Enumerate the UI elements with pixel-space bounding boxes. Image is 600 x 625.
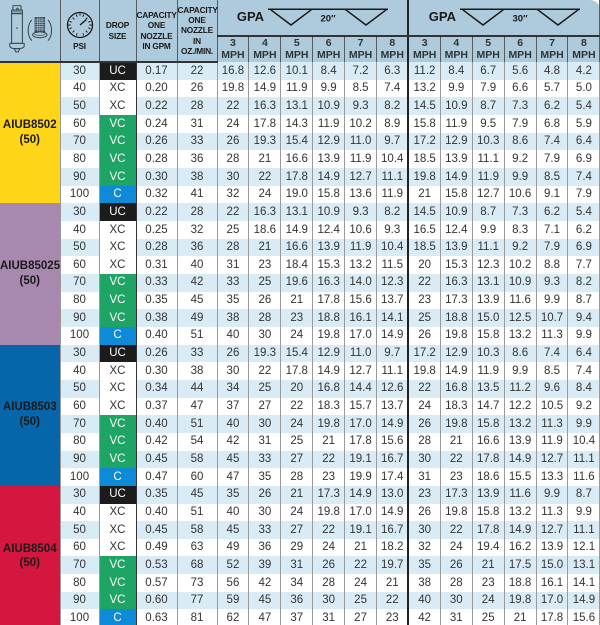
- svg-text:30″: 30″: [512, 13, 528, 24]
- svg-text:20″: 20″: [321, 13, 337, 24]
